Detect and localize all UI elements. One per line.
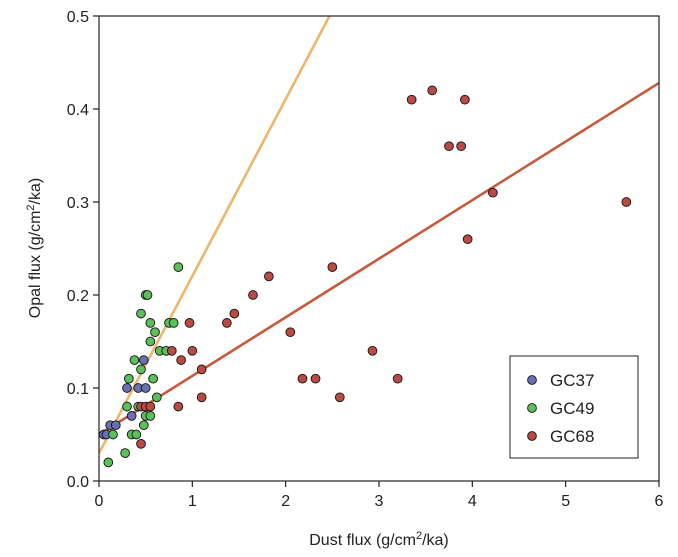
legend: GC37 GC49 GC68: [509, 355, 639, 459]
x-tick-label: 0: [95, 493, 104, 510]
x-axis-title: Dust flux (g/cm2/ka): [309, 530, 448, 549]
data-point: [310, 373, 321, 384]
x-tick-label: 4: [468, 493, 477, 510]
data-point: [196, 364, 207, 375]
legend-label: GC68: [550, 427, 594, 446]
data-point: [152, 392, 162, 403]
data-point: [334, 392, 345, 403]
x-tick-label: 5: [561, 493, 570, 510]
x-tick-label: 2: [281, 493, 290, 510]
y-tick-label: 0.3: [67, 195, 89, 212]
data-point: [297, 373, 308, 384]
x-tick-label: 6: [655, 493, 664, 510]
legend-item-gc49: GC49: [527, 399, 594, 418]
y-axis-title: Opal flux (g/cm2/ka): [25, 178, 44, 318]
data-point: [173, 401, 184, 412]
x-axis-ticks: 0 1 2 3 4 5 6: [95, 481, 664, 510]
y-tick-label: 0.4: [67, 102, 89, 119]
data-point: [229, 308, 240, 319]
data-point: [122, 401, 132, 412]
data-point: [222, 318, 232, 328]
data-point: [327, 262, 338, 272]
legend-marker: [527, 431, 537, 441]
data-point: [129, 355, 140, 365]
data-point: [145, 411, 156, 421]
data-point: [392, 373, 403, 384]
data-point: [427, 85, 438, 96]
data-point: [136, 364, 146, 375]
data-point: [148, 373, 158, 384]
data-point: [168, 318, 179, 328]
legend-item-gc68: GC68: [527, 427, 594, 446]
data-point: [406, 94, 417, 105]
data-point: [131, 429, 142, 440]
fit-line-2: [99, 81, 659, 436]
legend-item-gc37: GC37: [527, 371, 594, 390]
data-point: [140, 383, 151, 393]
data-point: [264, 271, 274, 282]
data-point: [136, 438, 146, 449]
data-point: [145, 318, 156, 328]
data-point: [166, 345, 177, 356]
legend-label: GC49: [550, 399, 594, 418]
data-point: [462, 234, 473, 245]
data-point: [196, 392, 207, 403]
data-point: [187, 345, 198, 356]
data-point: [145, 401, 156, 412]
series-gc68: [136, 85, 632, 449]
data-point: [108, 429, 118, 440]
data-point: [456, 141, 466, 152]
data-point: [444, 141, 454, 152]
data-point: [460, 94, 470, 105]
data-point: [184, 318, 195, 328]
legend-label: GC37: [550, 371, 594, 390]
data-point: [138, 420, 149, 431]
data-points-layer: [98, 85, 632, 468]
data-point: [621, 197, 632, 207]
series-gc37: [98, 355, 151, 440]
data-point: [285, 327, 296, 338]
data-point: [173, 262, 184, 272]
data-point: [120, 448, 130, 458]
data-point: [176, 355, 186, 365]
data-point: [103, 457, 114, 468]
data-point: [145, 336, 156, 347]
data-point: [142, 290, 153, 300]
legend-box: [509, 355, 639, 459]
y-tick-label: 0.1: [67, 381, 89, 398]
data-point: [488, 187, 498, 198]
data-point: [126, 411, 137, 421]
legend-marker: [527, 403, 537, 413]
y-tick-label: 0.2: [67, 288, 89, 305]
data-point: [248, 290, 258, 300]
y-tick-label: 0.5: [67, 9, 89, 26]
x-tick-label: 1: [188, 493, 197, 510]
fit-line-1: [99, 16, 331, 454]
legend-marker: [527, 375, 537, 385]
fit-lines-layer: [99, 16, 659, 454]
data-point: [122, 383, 132, 393]
data-point: [367, 345, 378, 356]
y-axis-ticks: 0.0 0.1 0.2 0.3 0.4 0.5: [67, 9, 99, 491]
data-point: [136, 308, 146, 319]
data-point: [124, 373, 134, 384]
y-tick-label: 0.0: [67, 474, 89, 491]
x-tick-label: 3: [375, 493, 384, 510]
series-gc49: [103, 262, 184, 468]
data-point: [150, 327, 160, 338]
data-point: [110, 420, 121, 431]
data-point: [138, 355, 149, 365]
